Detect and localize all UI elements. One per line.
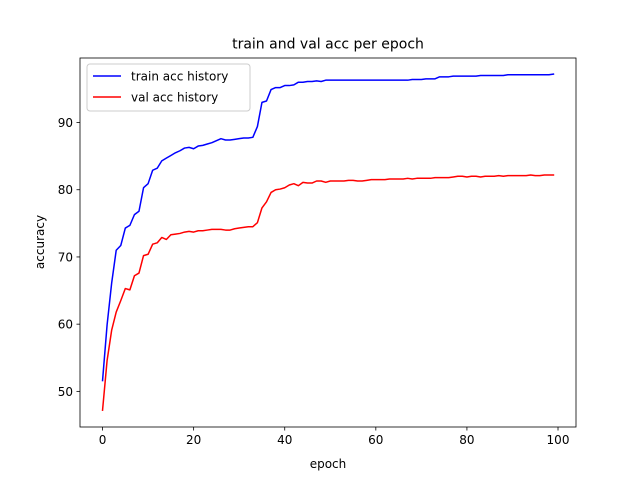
legend: train acc history val acc history bbox=[86, 63, 251, 112]
series-layer bbox=[101, 73, 555, 412]
legend-label: train acc history bbox=[131, 70, 228, 84]
legend-label: val acc history bbox=[131, 91, 218, 105]
x-tick-label: 40 bbox=[277, 433, 292, 447]
y-tick-label: 90 bbox=[58, 116, 73, 130]
legend-frame bbox=[86, 63, 251, 112]
chart-title: train and val acc per epoch bbox=[232, 37, 424, 53]
axes-frame bbox=[79, 57, 577, 428]
x-tick-label: 20 bbox=[186, 433, 201, 447]
x-tick-label: 60 bbox=[368, 433, 383, 447]
x-tick-label: 100 bbox=[547, 433, 570, 447]
x-axis-label: epoch bbox=[310, 457, 347, 471]
series-line-train bbox=[101, 73, 555, 382]
x-tick-label: 80 bbox=[459, 433, 474, 447]
series-line-val bbox=[101, 174, 555, 412]
y-axis-label: accuracy bbox=[33, 215, 47, 269]
y-tick-label: 50 bbox=[58, 385, 73, 399]
axes-layer: 0 20 40 60 80 100 50 60 70 80 90 bbox=[58, 57, 577, 447]
y-tick-label: 80 bbox=[58, 183, 73, 197]
y-tick-label: 70 bbox=[58, 250, 73, 264]
x-tick-label: 0 bbox=[99, 433, 107, 447]
y-tick-label: 60 bbox=[58, 318, 73, 332]
